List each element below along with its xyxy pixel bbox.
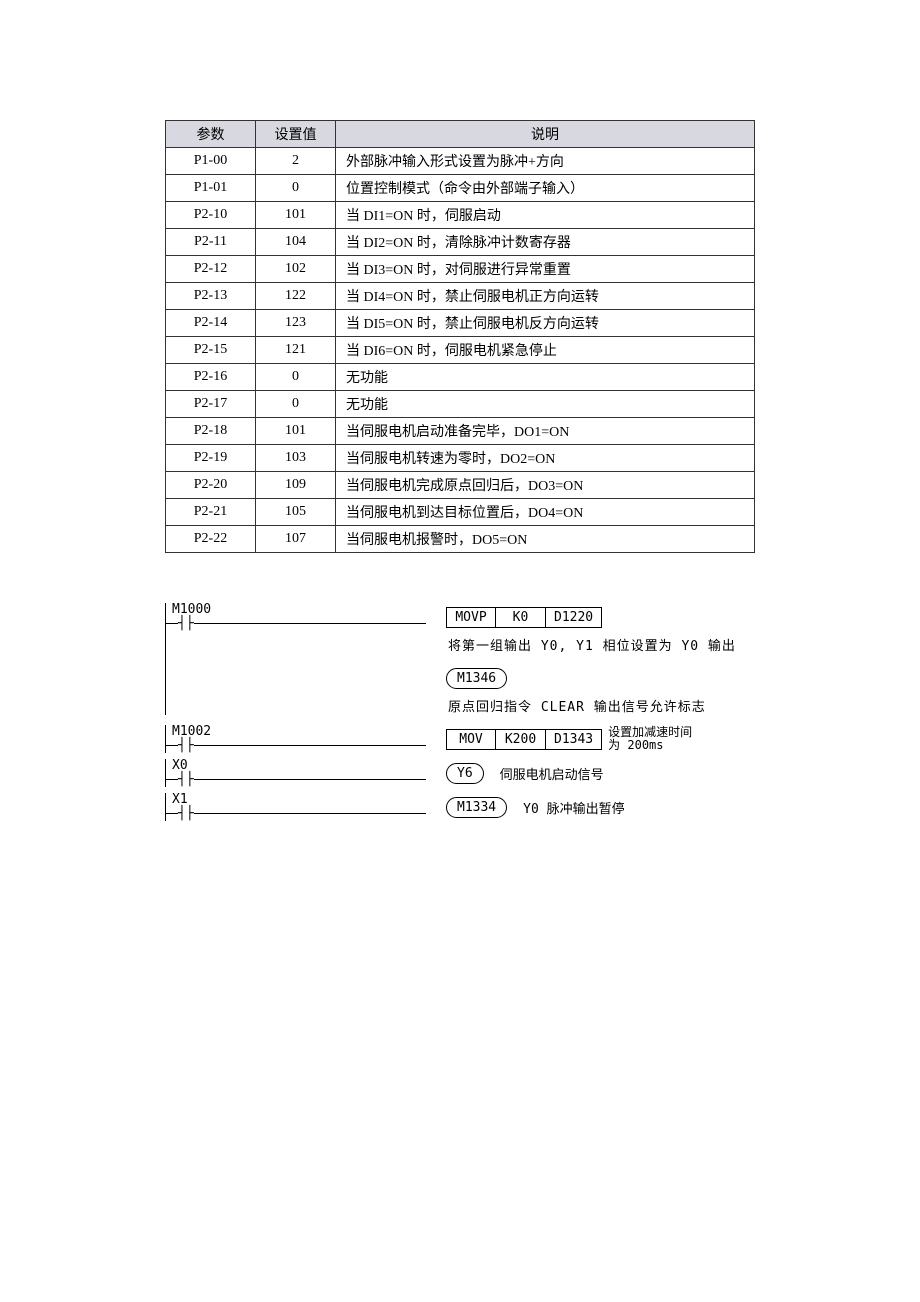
rung: M1002┤├MOVK200D1343设置加减速时间为 200ms — [165, 725, 755, 753]
coil: M1346 — [446, 668, 507, 689]
cell-value: 102 — [256, 256, 336, 283]
cell-desc: 当伺服电机到达目标位置后，DO4=ON — [336, 499, 755, 526]
cell-value: 0 — [256, 364, 336, 391]
rung: X0┤├Y6伺服电机启动信号 — [165, 759, 755, 787]
rung: M1000┤├MOVPK0D1220将第一组输出 Y0, Y1 相位设置为 Y0… — [165, 603, 755, 715]
cell-value: 109 — [256, 472, 336, 499]
cell-param: P1-00 — [166, 148, 256, 175]
table-row: P2-19103当伺服电机转速为零时，DO2=ON — [166, 445, 755, 472]
cell-desc: 当 DI6=ON 时，伺服电机紧急停止 — [336, 337, 755, 364]
table-row: P2-160无功能 — [166, 364, 755, 391]
cell-desc: 当伺服电机转速为零时，DO2=ON — [336, 445, 755, 472]
table-row: P2-18101当伺服电机启动准备完毕，DO1=ON — [166, 418, 755, 445]
cell-param: P2-21 — [166, 499, 256, 526]
cell-desc: 当伺服电机报警时，DO5=ON — [336, 526, 755, 553]
cell-desc: 当 DI3=ON 时，对伺服进行异常重置 — [336, 256, 755, 283]
cell-param: P2-14 — [166, 310, 256, 337]
table-row: P1-010位置控制模式（命令由外部端子输入） — [166, 175, 755, 202]
cell-desc: 当 DI5=ON 时，禁止伺服电机反方向运转 — [336, 310, 755, 337]
instruction-cell: MOVP — [446, 607, 496, 628]
cell-desc: 当 DI1=ON 时，伺服启动 — [336, 202, 755, 229]
cell-param: P2-16 — [166, 364, 256, 391]
ladder-comment: 原点回归指令 CLEAR 输出信号允许标志 — [166, 696, 755, 715]
instruction-cell: D1220 — [546, 607, 602, 628]
cell-desc: 当伺服电机完成原点回归后，DO3=ON — [336, 472, 755, 499]
coil-comment: 伺服电机启动信号 — [500, 764, 604, 783]
cell-desc: 位置控制模式（命令由外部端子输入） — [336, 175, 755, 202]
table-row: P2-10101当 DI1=ON 时，伺服启动 — [166, 202, 755, 229]
table-row: P2-21105当伺服电机到达目标位置后，DO4=ON — [166, 499, 755, 526]
page-content: 参数 设置值 说明 P1-002外部脉冲输入形式设置为脉冲+方向P1-010位置… — [0, 0, 920, 821]
cell-param: P2-22 — [166, 526, 256, 553]
coil-row: M1334 Y0 脉冲输出暂停 — [166, 793, 755, 821]
cell-value: 121 — [256, 337, 336, 364]
instruction-row: MOVPK0D1220 — [166, 603, 755, 631]
cell-desc: 无功能 — [336, 364, 755, 391]
cell-desc: 当 DI4=ON 时，禁止伺服电机正方向运转 — [336, 283, 755, 310]
instruction-cell: MOV — [446, 729, 496, 750]
cell-desc: 当伺服电机启动准备完毕，DO1=ON — [336, 418, 755, 445]
table-row: P2-12102当 DI3=ON 时，对伺服进行异常重置 — [166, 256, 755, 283]
cell-value: 122 — [256, 283, 336, 310]
ladder-diagram: M1000┤├MOVPK0D1220将第一组输出 Y0, Y1 相位设置为 Y0… — [165, 603, 755, 821]
coil: M1334 — [446, 797, 507, 818]
table-row: P2-15121当 DI6=ON 时，伺服电机紧急停止 — [166, 337, 755, 364]
parameter-table: 参数 设置值 说明 P1-002外部脉冲输入形式设置为脉冲+方向P1-010位置… — [165, 120, 755, 553]
cell-value: 0 — [256, 391, 336, 418]
cell-param: P2-12 — [166, 256, 256, 283]
table-row: P2-14123当 DI5=ON 时，禁止伺服电机反方向运转 — [166, 310, 755, 337]
col-header-param: 参数 — [166, 121, 256, 148]
coil-row: M1346 — [166, 664, 755, 692]
col-header-value: 设置值 — [256, 121, 336, 148]
instruction-note: 设置加减速时间为 200ms — [608, 726, 698, 752]
col-header-desc: 说明 — [336, 121, 755, 148]
coil: Y6 — [446, 763, 484, 784]
cell-desc: 无功能 — [336, 391, 755, 418]
cell-param: P2-17 — [166, 391, 256, 418]
cell-param: P2-20 — [166, 472, 256, 499]
instruction-cell: D1343 — [546, 729, 602, 750]
cell-param: P2-11 — [166, 229, 256, 256]
cell-desc: 外部脉冲输入形式设置为脉冲+方向 — [336, 148, 755, 175]
cell-param: P2-15 — [166, 337, 256, 364]
cell-param: P2-10 — [166, 202, 256, 229]
table-row: P1-002外部脉冲输入形式设置为脉冲+方向 — [166, 148, 755, 175]
instruction-cell: K200 — [496, 729, 546, 750]
cell-param: P2-19 — [166, 445, 256, 472]
cell-value: 123 — [256, 310, 336, 337]
cell-value: 105 — [256, 499, 336, 526]
cell-value: 101 — [256, 202, 336, 229]
cell-param: P1-01 — [166, 175, 256, 202]
rung: X1┤├M1334Y0 脉冲输出暂停 — [165, 793, 755, 821]
table-row: P2-22107当伺服电机报警时，DO5=ON — [166, 526, 755, 553]
table-header-row: 参数 设置值 说明 — [166, 121, 755, 148]
instruction-cell: K0 — [496, 607, 546, 628]
table-row: P2-170无功能 — [166, 391, 755, 418]
cell-value: 103 — [256, 445, 336, 472]
cell-value: 101 — [256, 418, 336, 445]
cell-value: 0 — [256, 175, 336, 202]
table-row: P2-11104当 DI2=ON 时，清除脉冲计数寄存器 — [166, 229, 755, 256]
cell-param: P2-18 — [166, 418, 256, 445]
table-row: P2-20109当伺服电机完成原点回归后，DO3=ON — [166, 472, 755, 499]
cell-desc: 当 DI2=ON 时，清除脉冲计数寄存器 — [336, 229, 755, 256]
table-row: P2-13122当 DI4=ON 时，禁止伺服电机正方向运转 — [166, 283, 755, 310]
instruction-row: MOVK200D1343 设置加减速时间为 200ms — [166, 725, 755, 753]
coil-comment: Y0 脉冲输出暂停 — [523, 798, 624, 817]
cell-param: P2-13 — [166, 283, 256, 310]
cell-value: 104 — [256, 229, 336, 256]
cell-value: 107 — [256, 526, 336, 553]
coil-row: Y6 伺服电机启动信号 — [166, 759, 755, 787]
ladder-comment: 将第一组输出 Y0, Y1 相位设置为 Y0 输出 — [166, 635, 755, 654]
cell-value: 2 — [256, 148, 336, 175]
